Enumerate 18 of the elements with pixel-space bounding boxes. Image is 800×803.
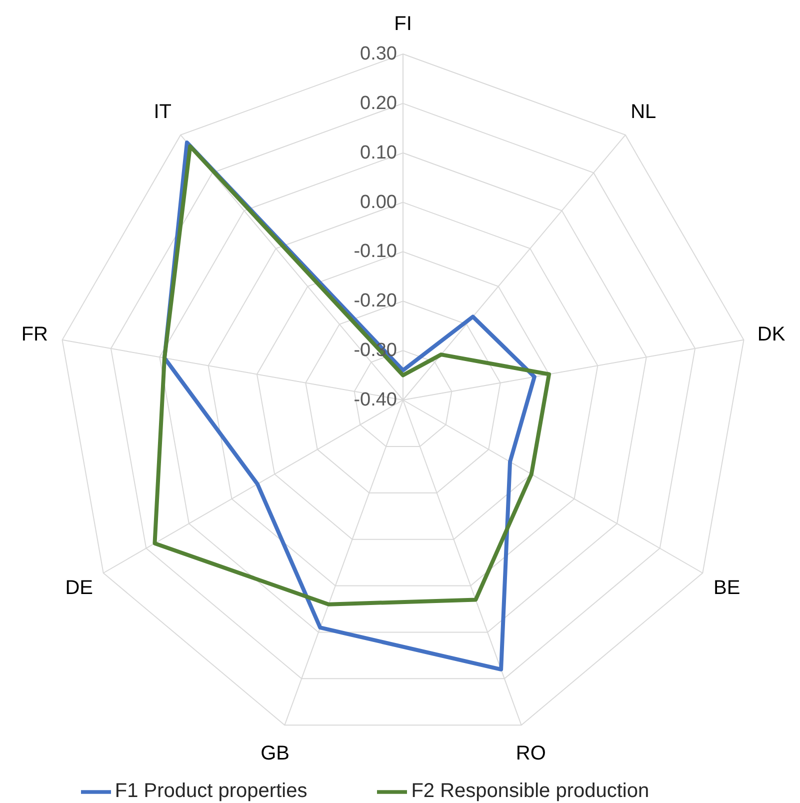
spoke-label: DK (757, 324, 786, 346)
spoke-label: FR (21, 324, 48, 346)
y-tick-label: 0.00 (360, 192, 397, 213)
y-tick-label: 0.10 (360, 142, 397, 164)
y-tick-label: -0.10 (354, 241, 397, 262)
spoke-label: NL (630, 100, 656, 123)
spoke-label: FI (394, 13, 412, 35)
y-tick-label: 0.30 (360, 44, 397, 64)
spoke-label: DE (65, 577, 94, 599)
spoke-label: BE (714, 577, 740, 599)
legend-label: F2 Responsible production (411, 780, 650, 802)
spoke-label: GB (260, 742, 290, 764)
spoke-label: RO (516, 742, 546, 764)
y-tick-label: -0.20 (354, 290, 397, 312)
spoke-label: IT (154, 100, 172, 123)
y-tick-label: 0.20 (360, 92, 397, 114)
y-tick-label: -0.40 (354, 390, 397, 410)
legend-label: F1 Product properties (114, 780, 308, 802)
